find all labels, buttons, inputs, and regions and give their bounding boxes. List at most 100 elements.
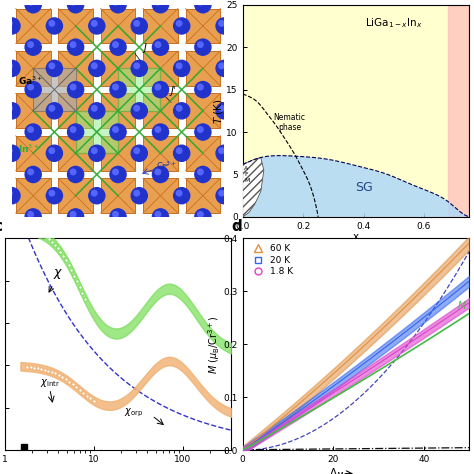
Circle shape xyxy=(67,82,84,98)
Polygon shape xyxy=(143,51,178,86)
Circle shape xyxy=(89,145,105,161)
Circle shape xyxy=(110,0,126,13)
Text: $\Delta_{M}$: $\Delta_{M}$ xyxy=(329,466,344,474)
Polygon shape xyxy=(58,136,93,171)
Circle shape xyxy=(173,18,190,34)
Circle shape xyxy=(91,106,97,111)
Circle shape xyxy=(216,18,232,34)
Circle shape xyxy=(134,106,139,111)
Circle shape xyxy=(155,127,161,132)
Circle shape xyxy=(110,209,126,225)
Circle shape xyxy=(113,169,118,175)
Circle shape xyxy=(91,191,97,196)
Circle shape xyxy=(91,21,97,26)
Circle shape xyxy=(67,39,84,55)
Circle shape xyxy=(4,103,20,119)
Text: $\chi_{\mathrm{intr}}$: $\chi_{\mathrm{intr}}$ xyxy=(40,376,60,389)
Text: d: d xyxy=(231,219,242,234)
Text: $\chi_{\mathrm{orp}}$: $\chi_{\mathrm{orp}}$ xyxy=(124,407,144,419)
X-axis label: x: x xyxy=(353,232,359,242)
Polygon shape xyxy=(100,136,136,171)
Polygon shape xyxy=(16,51,51,86)
Circle shape xyxy=(70,127,76,132)
Circle shape xyxy=(195,166,211,182)
Polygon shape xyxy=(100,178,136,213)
Circle shape xyxy=(25,82,41,98)
Circle shape xyxy=(195,82,211,98)
Circle shape xyxy=(113,127,118,132)
Circle shape xyxy=(216,188,232,204)
Polygon shape xyxy=(76,111,118,153)
Polygon shape xyxy=(185,51,220,86)
Polygon shape xyxy=(58,51,93,86)
Circle shape xyxy=(7,21,12,26)
Text: J: J xyxy=(144,44,146,54)
Circle shape xyxy=(113,211,118,217)
Circle shape xyxy=(219,191,224,196)
Polygon shape xyxy=(185,136,220,171)
Circle shape xyxy=(195,39,211,55)
Circle shape xyxy=(195,209,211,225)
Circle shape xyxy=(176,148,182,154)
Circle shape xyxy=(198,84,203,90)
Circle shape xyxy=(4,18,20,34)
Y-axis label: $T$ (K): $T$ (K) xyxy=(212,98,225,124)
Polygon shape xyxy=(185,178,220,213)
Text: $\chi$: $\chi$ xyxy=(49,267,64,292)
Circle shape xyxy=(153,124,169,140)
Polygon shape xyxy=(185,93,220,128)
Circle shape xyxy=(131,60,147,76)
Circle shape xyxy=(67,209,84,225)
Polygon shape xyxy=(185,9,220,43)
Circle shape xyxy=(110,166,126,182)
Circle shape xyxy=(219,148,224,154)
Circle shape xyxy=(216,103,232,119)
Circle shape xyxy=(110,39,126,55)
Polygon shape xyxy=(16,136,51,171)
Circle shape xyxy=(4,60,20,76)
Circle shape xyxy=(25,209,41,225)
Circle shape xyxy=(7,191,12,196)
Circle shape xyxy=(134,63,139,69)
Circle shape xyxy=(176,63,182,69)
Circle shape xyxy=(89,18,105,34)
Circle shape xyxy=(28,211,33,217)
Polygon shape xyxy=(58,178,93,213)
Circle shape xyxy=(131,188,147,204)
Circle shape xyxy=(4,145,20,161)
Circle shape xyxy=(91,148,97,154)
Circle shape xyxy=(131,18,147,34)
Polygon shape xyxy=(243,156,469,217)
Text: A
F
M: A F M xyxy=(244,166,249,183)
Circle shape xyxy=(155,84,161,90)
Circle shape xyxy=(134,191,139,196)
Circle shape xyxy=(46,103,63,119)
Polygon shape xyxy=(100,9,136,43)
Circle shape xyxy=(134,21,139,26)
Polygon shape xyxy=(143,136,178,171)
Text: SG: SG xyxy=(355,181,373,194)
Circle shape xyxy=(153,166,169,182)
Circle shape xyxy=(70,84,76,90)
Circle shape xyxy=(89,103,105,119)
Text: In$^{3+}$: In$^{3+}$ xyxy=(18,143,40,155)
Circle shape xyxy=(91,63,97,69)
Circle shape xyxy=(28,84,33,90)
Circle shape xyxy=(110,124,126,140)
Circle shape xyxy=(198,211,203,217)
Text: Ga$^{3+}$: Ga$^{3+}$ xyxy=(18,75,44,87)
Circle shape xyxy=(198,127,203,132)
Circle shape xyxy=(70,0,76,5)
Circle shape xyxy=(70,211,76,217)
Circle shape xyxy=(49,63,55,69)
Circle shape xyxy=(70,42,76,47)
Polygon shape xyxy=(118,68,161,111)
Y-axis label: $M$ ($\mu_{\mathrm{B}}$/Cr$^{3+}$): $M$ ($\mu_{\mathrm{B}}$/Cr$^{3+}$) xyxy=(206,315,222,374)
Circle shape xyxy=(70,169,76,175)
Circle shape xyxy=(153,209,169,225)
Circle shape xyxy=(134,148,139,154)
Circle shape xyxy=(153,82,169,98)
Circle shape xyxy=(7,63,12,69)
Polygon shape xyxy=(16,9,51,43)
Circle shape xyxy=(49,148,55,154)
